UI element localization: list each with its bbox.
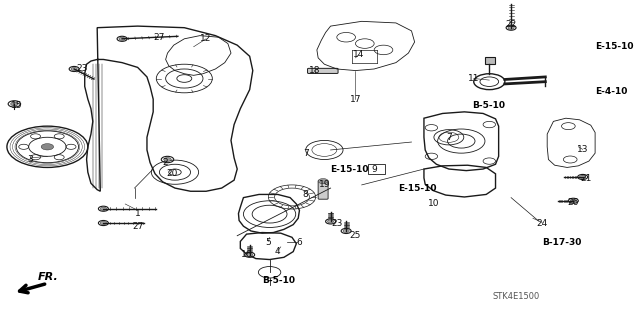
FancyBboxPatch shape — [318, 181, 328, 199]
Text: 14: 14 — [353, 50, 364, 59]
Circle shape — [343, 229, 349, 233]
Text: 3: 3 — [28, 155, 33, 164]
Text: 18: 18 — [309, 66, 321, 75]
Text: 4: 4 — [275, 247, 280, 256]
Circle shape — [100, 207, 106, 210]
Text: 12: 12 — [200, 34, 212, 43]
Text: 17: 17 — [349, 95, 361, 104]
Text: E-15-10: E-15-10 — [331, 165, 369, 174]
Text: 24: 24 — [536, 219, 548, 227]
Circle shape — [164, 158, 172, 161]
Text: B-17-30: B-17-30 — [542, 238, 582, 247]
Text: 15: 15 — [10, 101, 22, 110]
Circle shape — [119, 37, 125, 41]
Text: 22: 22 — [506, 20, 516, 29]
Text: 8: 8 — [303, 190, 308, 199]
Circle shape — [508, 26, 514, 29]
Text: E-15-10: E-15-10 — [398, 184, 436, 193]
Text: 26: 26 — [568, 198, 579, 207]
Text: B-5-10: B-5-10 — [472, 101, 506, 110]
Text: 20: 20 — [166, 169, 177, 178]
Text: 5: 5 — [266, 238, 271, 247]
Text: 6: 6 — [296, 238, 302, 247]
Text: 27: 27 — [132, 222, 143, 231]
FancyBboxPatch shape — [308, 68, 338, 73]
Circle shape — [580, 175, 586, 179]
Circle shape — [246, 253, 253, 256]
Text: 10: 10 — [428, 199, 439, 208]
Circle shape — [100, 221, 106, 225]
Text: 16: 16 — [241, 250, 252, 259]
Text: 23: 23 — [331, 219, 342, 227]
Text: 9: 9 — [371, 165, 377, 174]
Text: 7: 7 — [303, 149, 308, 158]
Circle shape — [318, 179, 328, 184]
Circle shape — [71, 67, 77, 70]
Text: STK4E1500: STK4E1500 — [492, 292, 540, 300]
Text: 23: 23 — [76, 64, 87, 73]
Circle shape — [570, 199, 577, 202]
Text: 1: 1 — [135, 209, 141, 218]
Circle shape — [11, 102, 18, 106]
Text: 7: 7 — [446, 133, 452, 142]
Circle shape — [41, 144, 54, 150]
FancyBboxPatch shape — [485, 57, 495, 63]
Text: 25: 25 — [350, 231, 361, 240]
Text: 2: 2 — [163, 158, 168, 167]
Text: 13: 13 — [577, 145, 588, 154]
Text: E-4-10: E-4-10 — [595, 87, 627, 96]
Text: E-15-10: E-15-10 — [595, 42, 634, 51]
Text: 27: 27 — [154, 33, 165, 42]
Circle shape — [328, 220, 333, 223]
Text: 11: 11 — [468, 74, 479, 83]
Text: 19: 19 — [319, 181, 330, 189]
Text: B-5-10: B-5-10 — [262, 276, 295, 285]
Text: FR.: FR. — [38, 272, 59, 282]
Text: 21: 21 — [580, 174, 591, 183]
